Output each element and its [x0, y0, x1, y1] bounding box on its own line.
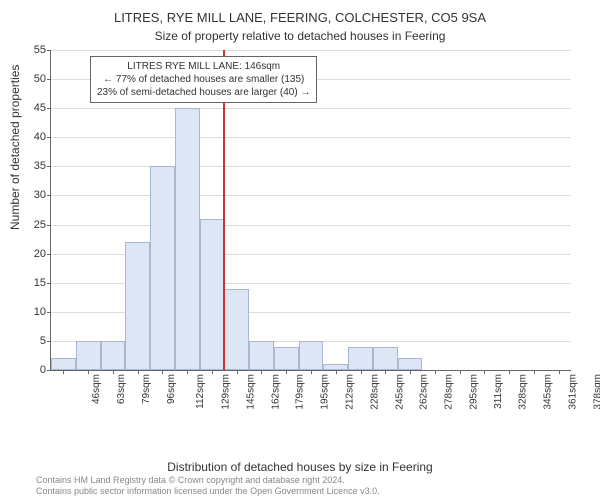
xtick-mark: [361, 370, 362, 374]
xtick-label: 145sqm: [246, 374, 257, 410]
ytick-label: 0: [16, 364, 46, 376]
xtick-label: 195sqm: [320, 374, 331, 410]
ytick-label: 5: [16, 335, 46, 347]
bar: [125, 242, 150, 370]
xtick-label: 162sqm: [270, 374, 281, 410]
xtick-label: 112sqm: [195, 374, 206, 409]
chart-area: 051015202530354045505546sqm63sqm79sqm96s…: [50, 50, 570, 410]
footer-line2: Contains public sector information licen…: [36, 486, 380, 497]
ytick-label: 35: [16, 160, 46, 172]
xtick-label: 96sqm: [166, 374, 177, 404]
ytick-label: 15: [16, 277, 46, 289]
xtick-mark: [410, 370, 411, 374]
bar: [224, 289, 249, 370]
ytick-mark: [47, 254, 51, 255]
ytick-label: 45: [16, 102, 46, 114]
ytick-label: 25: [16, 219, 46, 231]
gridline: [51, 137, 571, 138]
xtick-label: 245sqm: [394, 374, 405, 410]
y-axis-label: Number of detached properties: [8, 65, 22, 230]
xtick-mark: [162, 370, 163, 374]
annotation-line: 23% of semi-detached houses are larger (…: [97, 86, 310, 99]
ytick-mark: [47, 341, 51, 342]
x-axis-label: Distribution of detached houses by size …: [0, 460, 600, 474]
xtick-mark: [509, 370, 510, 374]
xtick-mark: [212, 370, 213, 374]
xtick-mark: [237, 370, 238, 374]
xtick-mark: [336, 370, 337, 374]
ytick-mark: [47, 195, 51, 196]
xtick-mark: [534, 370, 535, 374]
gridline: [51, 225, 571, 226]
ytick-mark: [47, 370, 51, 371]
ytick-label: 55: [16, 44, 46, 56]
ytick-label: 30: [16, 189, 46, 201]
xtick-mark: [311, 370, 312, 374]
bar: [274, 347, 299, 370]
bar: [348, 347, 373, 370]
xtick-label: 311sqm: [492, 374, 503, 409]
xtick-mark: [286, 370, 287, 374]
ytick-label: 10: [16, 306, 46, 318]
title-sub: Size of property relative to detached ho…: [0, 25, 600, 43]
chart-container: LITRES, RYE MILL LANE, FEERING, COLCHEST…: [0, 0, 600, 500]
xtick-label: 361sqm: [567, 374, 578, 410]
bar: [76, 341, 101, 370]
bar: [299, 341, 324, 370]
xtick-label: 79sqm: [141, 374, 152, 404]
ytick-mark: [47, 283, 51, 284]
ytick-mark: [47, 50, 51, 51]
xtick-mark: [261, 370, 262, 374]
bar: [150, 166, 175, 370]
gridline: [51, 108, 571, 109]
bar: [373, 347, 398, 370]
ytick-mark: [47, 166, 51, 167]
xtick-mark: [88, 370, 89, 374]
xtick-label: 179sqm: [295, 374, 306, 410]
xtick-label: 328sqm: [518, 374, 529, 410]
title-main: LITRES, RYE MILL LANE, FEERING, COLCHEST…: [0, 0, 600, 25]
bar: [249, 341, 274, 370]
ytick-mark: [47, 108, 51, 109]
xtick-label: 129sqm: [221, 374, 232, 410]
xtick-label: 63sqm: [116, 374, 127, 404]
xtick-mark: [460, 370, 461, 374]
xtick-label: 212sqm: [345, 374, 356, 410]
xtick-mark: [559, 370, 560, 374]
annotation-box: LITRES RYE MILL LANE: 146sqm← 77% of det…: [90, 56, 317, 103]
xtick-mark: [138, 370, 139, 374]
ytick-mark: [47, 137, 51, 138]
ytick-mark: [47, 225, 51, 226]
bar: [51, 358, 76, 370]
xtick-mark: [385, 370, 386, 374]
xtick-mark: [484, 370, 485, 374]
annotation-line: LITRES RYE MILL LANE: 146sqm: [97, 60, 310, 73]
bar: [101, 341, 126, 370]
bar: [398, 358, 423, 370]
xtick-mark: [435, 370, 436, 374]
ytick-label: 40: [16, 131, 46, 143]
annotation-line: ← 77% of detached houses are smaller (13…: [97, 73, 310, 86]
xtick-label: 46sqm: [91, 374, 102, 404]
xtick-mark: [187, 370, 188, 374]
xtick-label: 262sqm: [419, 374, 430, 410]
xtick-mark: [63, 370, 64, 374]
xtick-label: 345sqm: [543, 374, 554, 410]
xtick-label: 295sqm: [468, 374, 479, 410]
gridline: [51, 166, 571, 167]
xtick-mark: [113, 370, 114, 374]
footer-text: Contains HM Land Registry data © Crown c…: [36, 475, 380, 497]
bar: [200, 219, 225, 370]
ytick-label: 20: [16, 248, 46, 260]
bar: [175, 108, 200, 370]
footer-line1: Contains HM Land Registry data © Crown c…: [36, 475, 380, 486]
ytick-mark: [47, 312, 51, 313]
gridline: [51, 195, 571, 196]
xtick-label: 378sqm: [592, 374, 600, 410]
gridline: [51, 50, 571, 51]
ytick-mark: [47, 79, 51, 80]
xtick-label: 228sqm: [369, 374, 380, 410]
xtick-label: 278sqm: [444, 374, 455, 410]
ytick-label: 50: [16, 73, 46, 85]
